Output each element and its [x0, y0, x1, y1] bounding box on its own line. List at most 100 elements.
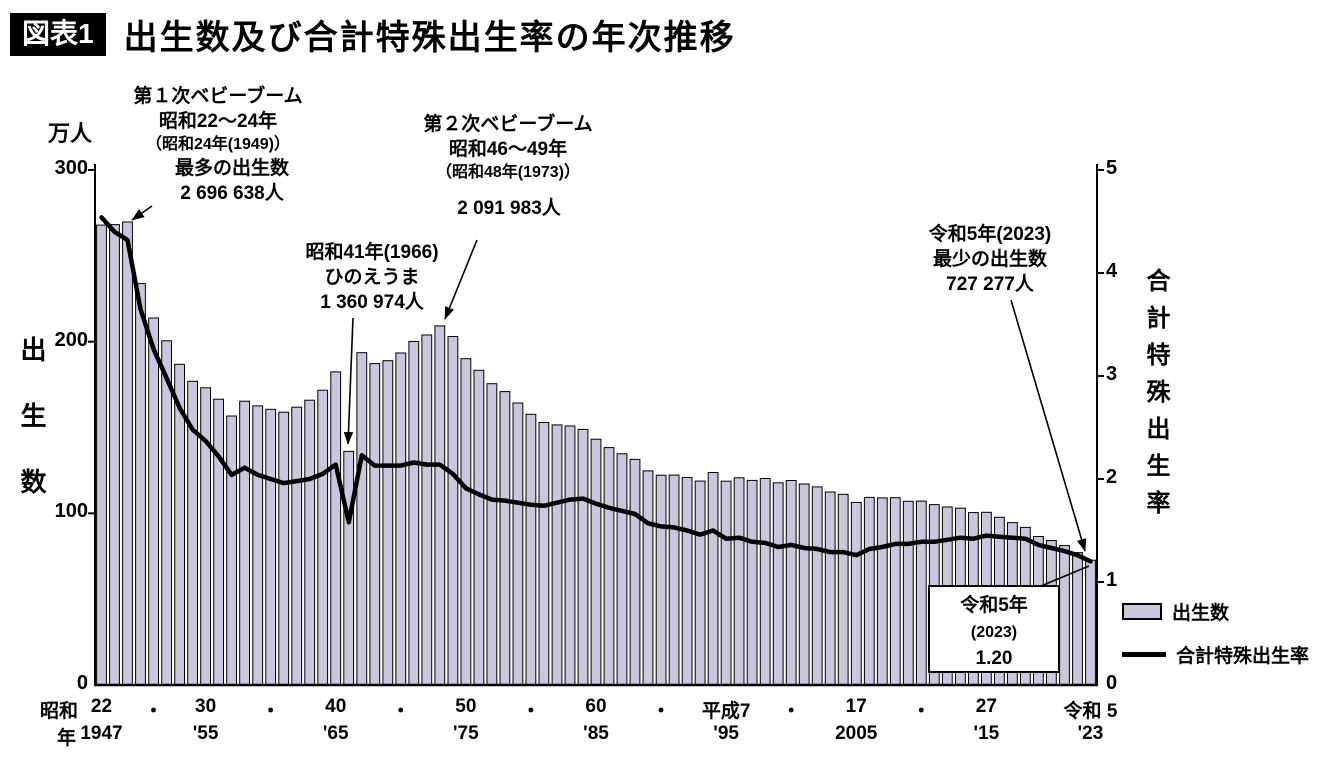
annotation-min-births-2023: 令和5年(2023) 最少の出生数 727 277人 [929, 222, 1052, 297]
annotation-line: 第１次ベビーブーム [133, 86, 303, 107]
x-tick-2010: ・ [911, 701, 931, 722]
bar-1950 [135, 283, 146, 686]
y-left-label-100: 100 [54, 500, 88, 523]
annotation-max-births: 最多の出生数 2 696 638人 [175, 156, 289, 206]
bar-1957 [226, 415, 237, 686]
y-right-label-4: 4 [1106, 260, 1118, 282]
bar-1981 [538, 422, 550, 686]
y-right-label-5: 5 [1106, 157, 1118, 179]
bar-1988 [629, 458, 641, 686]
fertility-rate-line [99, 215, 1093, 564]
figure-badge: 図表1 [10, 13, 106, 56]
x-tick-1955: 30 [195, 696, 217, 717]
bar-1968 [369, 363, 381, 686]
bar-1961 [278, 411, 290, 686]
bar-1975 [460, 358, 472, 686]
annotation-arrow-3 [343, 317, 354, 445]
x-tick-2023: 令和 5 [1063, 701, 1118, 722]
bar-1979 [512, 402, 524, 686]
annotation-line: （昭和48年(1973)） [435, 164, 581, 182]
annotation-arrow-4 [1010, 299, 1087, 552]
bar-1983 [564, 425, 576, 686]
x-tick-year-2005: 2005 [835, 723, 878, 744]
bar-1964 [317, 389, 329, 686]
bar-1999 [772, 482, 784, 686]
bar-2021 [1059, 545, 1070, 686]
bar-1978 [499, 391, 511, 686]
bar-1955 [200, 387, 211, 686]
bar-1982 [551, 424, 563, 686]
x-tick-year-1995: '95 [713, 723, 739, 744]
bar-2003 [824, 491, 836, 686]
x-tick-year-1975: '75 [453, 723, 479, 744]
bar-1959 [252, 405, 264, 686]
x-axis-era-unit: 年 [57, 728, 77, 749]
rate-box-line: 令和5年 [960, 595, 1028, 616]
annotation-line: （昭和24年(1949)） [145, 136, 291, 154]
bar-1963 [304, 399, 316, 686]
bar-2009 [902, 500, 914, 686]
y-left-label-200: 200 [54, 328, 88, 351]
bar-1948 [109, 224, 120, 686]
annotation-line: 最多の出生数 [174, 158, 290, 179]
x-tick-year-2023: '23 [1077, 723, 1104, 744]
annotation-baby-boom-2: 第２次ベビーブーム 昭和46～49年 （昭和48年(1973)） [423, 112, 592, 183]
bar-1986 [603, 447, 615, 686]
bar-1966 [343, 450, 355, 686]
annotation-line: 昭和41年(1966) [305, 242, 439, 263]
x-tick-year-1965: '65 [322, 723, 349, 744]
bar-1976 [473, 369, 485, 686]
x-tick-1985: 60 [585, 696, 607, 717]
annotation-line: 第２次ベビーブーム [423, 114, 593, 135]
bar-2008 [889, 497, 901, 686]
bar-1993 [694, 480, 706, 686]
bar-1972 [421, 334, 433, 686]
bar-1969 [382, 360, 394, 686]
y-right-label-3: 3 [1106, 363, 1118, 385]
bar-1984 [577, 428, 589, 686]
y-left-label-0: 0 [76, 672, 88, 694]
bar-1996 [733, 477, 745, 686]
legend-bar-label: 出生数 [1172, 603, 1230, 624]
bar-1994 [707, 472, 719, 686]
right-axis-title: 合計特殊出生率 [1142, 268, 1169, 527]
x-tick-year-1985: '85 [583, 723, 609, 744]
bar-1967 [356, 352, 368, 686]
bar-2010 [915, 500, 927, 686]
bar-1971 [408, 341, 420, 686]
annotation-arrow-2 [444, 239, 478, 320]
x-tick-1965: 40 [325, 696, 347, 717]
bar-2002 [811, 486, 823, 686]
legend-line-label: 合計特殊出生率 [1176, 646, 1310, 667]
bar-1985 [590, 438, 602, 686]
left-axis-unit: 万人 [48, 121, 93, 146]
bar-1947 [96, 224, 107, 686]
annotation-line: 1 360 974人 [320, 292, 424, 314]
header: 図表1 出生数及び合計特殊出生率の年次推移 [10, 10, 736, 59]
annotation-line: 令和5年(2023) [928, 224, 1052, 245]
annotation-baby-boom-1: 第１次ベビーブーム 昭和22～24年 （昭和24年(1949)） [133, 84, 302, 155]
y-right-label-0: 0 [1106, 672, 1118, 694]
rate-box-connector [1040, 565, 1090, 587]
bar-1992 [681, 477, 693, 686]
annotation-line: 2 696 638人 [180, 183, 284, 205]
y-right-label-2: 2 [1106, 466, 1118, 488]
bar-2004 [837, 493, 849, 686]
annotation-line: 2 091 983人 [457, 198, 561, 219]
bar-1990 [655, 474, 667, 686]
bar-1951 [148, 317, 159, 686]
legend-bar-swatch [1122, 603, 1162, 620]
x-axis-era-label: 昭和 [40, 701, 79, 722]
rate-box-line: 1.20 [975, 647, 1013, 669]
x-tick-1990: ・ [651, 701, 671, 722]
annotation-line: 昭和46～49年 [448, 139, 568, 161]
x-tick-1980: ・ [521, 701, 541, 722]
bar-1991 [668, 474, 680, 686]
y-left-label-300: 300 [54, 157, 88, 179]
y-right-label-1: 1 [1106, 569, 1118, 591]
legend: 出生数 合計特殊出生率 [1122, 598, 1309, 684]
bar-1998 [759, 478, 771, 686]
x-tick-year-1947: 1947 [80, 723, 123, 744]
bar-1949 [122, 221, 133, 686]
